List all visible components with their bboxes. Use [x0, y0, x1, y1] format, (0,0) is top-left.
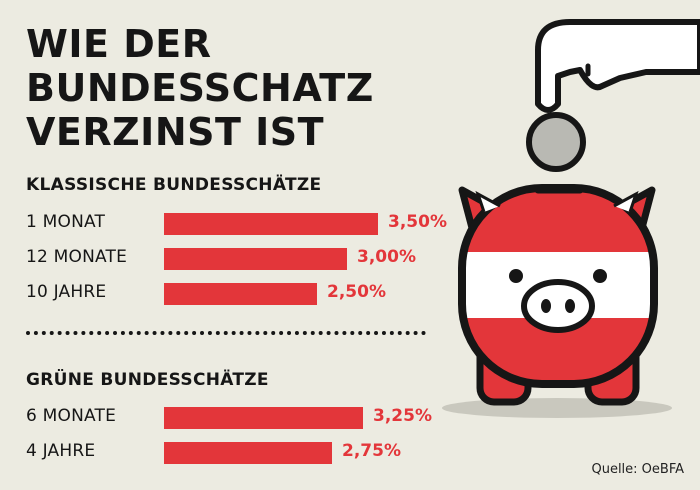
section-title-gruen: GRÜNE BUNDESSCHÄTZE: [26, 370, 269, 390]
bar-category-label: 6 MONATE: [26, 406, 117, 426]
bar: [164, 283, 317, 305]
title-line: VERZINST IST: [26, 110, 325, 154]
bar-value-label: 3,25%: [373, 406, 432, 426]
bar-value-label: 3,50%: [388, 212, 447, 232]
hand-icon: [535, 19, 700, 113]
bar-category-label: 12 MONATE: [26, 247, 128, 267]
bar-row: 12 MONATE 3,00%: [26, 246, 446, 270]
page-title: WIE DER BUNDESSCHATZ VERZINST IST: [26, 22, 374, 154]
bar: [164, 442, 332, 464]
coin-icon: [526, 112, 586, 172]
bar-row: 6 MONATE 3,25%: [26, 405, 446, 429]
bar-value-label: 2,75%: [342, 441, 401, 461]
bar-category-label: 1 MONAT: [26, 212, 106, 232]
bar-category-label: 4 JAHRE: [26, 441, 96, 461]
piggy-bank-illustration: [442, 19, 700, 418]
bar: [164, 248, 347, 270]
bar-row: 4 JAHRE 2,75%: [26, 440, 446, 464]
section-title-klassisch: KLASSISCHE BUNDESSCHÄTZE: [26, 175, 322, 195]
bar-row: 10 JAHRE 2,50%: [26, 281, 446, 305]
dotted-divider: [26, 331, 426, 335]
bar-row: 1 MONAT 3,50%: [26, 211, 447, 235]
bar: [164, 213, 378, 235]
piggy-bank-icon: [442, 184, 672, 418]
bar-value-label: 2,50%: [327, 282, 386, 302]
bar-category-label: 10 JAHRE: [26, 282, 107, 302]
title-line: BUNDESSCHATZ: [26, 66, 374, 110]
bar: [164, 407, 363, 429]
title-line: WIE DER: [26, 22, 212, 66]
source-note: Quelle: OeBFA: [591, 462, 684, 477]
bar-value-label: 3,00%: [357, 247, 416, 267]
